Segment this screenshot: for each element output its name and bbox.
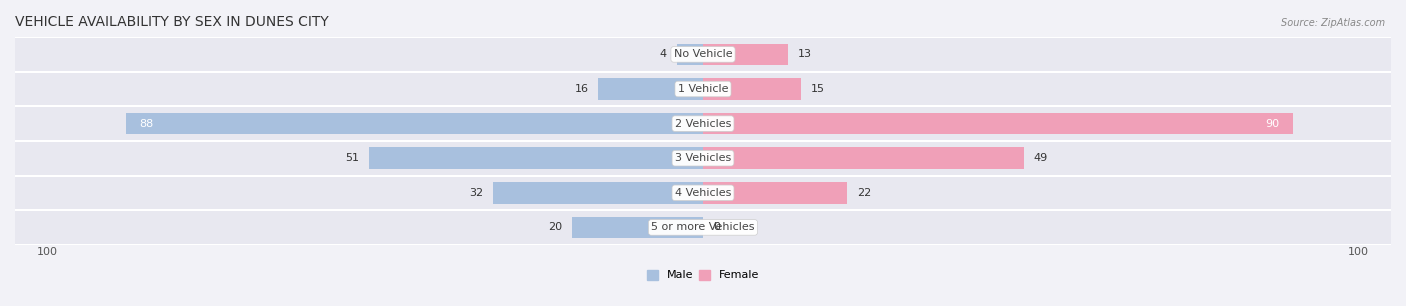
Bar xyxy=(703,182,848,203)
Bar xyxy=(15,37,1391,72)
Text: 90: 90 xyxy=(1265,119,1279,129)
Bar xyxy=(15,106,1391,141)
Text: Source: ZipAtlas.com: Source: ZipAtlas.com xyxy=(1281,18,1385,28)
Text: 4: 4 xyxy=(659,49,666,59)
Text: 51: 51 xyxy=(344,153,359,163)
Bar xyxy=(572,217,703,238)
Bar xyxy=(598,78,703,100)
Text: 16: 16 xyxy=(574,84,588,94)
Text: 49: 49 xyxy=(1033,153,1047,163)
Bar xyxy=(494,182,703,203)
Bar xyxy=(368,147,703,169)
Bar xyxy=(703,113,1292,134)
Bar xyxy=(703,78,801,100)
Bar xyxy=(15,176,1391,210)
Bar xyxy=(127,113,703,134)
Text: 5 or more Vehicles: 5 or more Vehicles xyxy=(651,222,755,233)
Bar xyxy=(703,147,1024,169)
Text: 20: 20 xyxy=(548,222,562,233)
Text: 22: 22 xyxy=(858,188,872,198)
Text: 32: 32 xyxy=(470,188,484,198)
Text: 4 Vehicles: 4 Vehicles xyxy=(675,188,731,198)
Text: 0: 0 xyxy=(713,222,720,233)
Text: 2 Vehicles: 2 Vehicles xyxy=(675,119,731,129)
Text: No Vehicle: No Vehicle xyxy=(673,49,733,59)
Text: 13: 13 xyxy=(799,49,813,59)
Bar xyxy=(676,44,703,65)
Legend: Male, Female: Male, Female xyxy=(643,265,763,285)
Bar xyxy=(15,210,1391,245)
Text: 3 Vehicles: 3 Vehicles xyxy=(675,153,731,163)
Text: 15: 15 xyxy=(811,84,825,94)
Bar xyxy=(15,141,1391,176)
Text: VEHICLE AVAILABILITY BY SEX IN DUNES CITY: VEHICLE AVAILABILITY BY SEX IN DUNES CIT… xyxy=(15,15,329,29)
Text: 88: 88 xyxy=(139,119,153,129)
Bar xyxy=(15,72,1391,106)
Bar xyxy=(703,44,789,65)
Text: 1 Vehicle: 1 Vehicle xyxy=(678,84,728,94)
